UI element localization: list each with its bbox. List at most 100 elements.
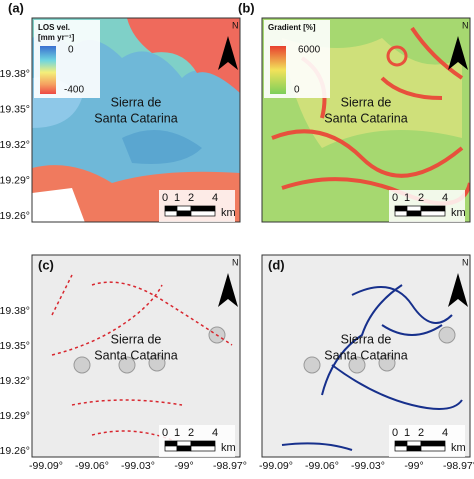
x-label: -98.97° [213,460,247,472]
scale-number: 4 [212,192,218,204]
legend-bottom: -400 [64,85,84,96]
crater [438,326,456,344]
scale-seg [164,445,178,452]
scale-seg [190,440,216,447]
place-name: Santa Catarina [94,111,177,125]
x-label: -99.09° [29,460,63,472]
scale-seg [164,440,178,447]
scale-number: 0 [162,192,168,204]
scale-number: 4 [442,427,448,439]
map-line [331,364,463,410]
place-name: Santa Catarina [324,111,407,125]
scale-seg [394,445,408,452]
map-line [380,76,443,100]
map-area [32,188,85,222]
scale-number: 0 [392,427,398,439]
scale-number: 4 [442,192,448,204]
scale-number: 1 [174,192,180,204]
scale-number: 2 [188,427,194,439]
map-line [321,284,403,396]
scale-number: 2 [188,192,194,204]
scale-number: 2 [418,192,424,204]
scale-seg [406,445,422,452]
scale-seg [164,205,178,212]
y-label: 19.32° [0,375,30,387]
map-line [410,26,464,80]
north-arrow [448,36,468,70]
panel-label: (d) [268,257,285,272]
y-label: 19.35° [0,103,30,115]
scale-seg [190,445,216,452]
crater [378,354,396,372]
map-line [71,399,183,406]
legend-top: 0 [68,45,74,56]
scale-number: 0 [392,192,398,204]
map-area [127,18,240,93]
y-label: 19.26° [0,210,30,222]
scale-seg [176,440,192,447]
scale-unit: km [221,207,236,219]
north-label: N [462,20,469,30]
scale-seg [394,205,408,212]
scale-seg [164,210,178,217]
panel-frame [261,254,471,458]
scale-seg [176,205,192,212]
y-label: 19.29° [0,410,30,422]
map-area [122,130,202,164]
map-ring [386,45,408,67]
panel-label: (b) [238,0,255,15]
scale-number: 4 [212,427,218,439]
y-label: 19.26° [0,445,30,457]
scale-seg [406,205,422,212]
x-label: -99° [404,460,423,472]
panel-label: (a) [8,0,24,15]
map-line [381,324,443,336]
legend-title: LOS vel. [38,23,70,32]
place-name: Sierra de [341,332,392,346]
scale-number: 1 [404,192,410,204]
scale-unit: km [221,442,236,454]
scale-number: 2 [418,427,424,439]
map-line [281,442,353,451]
scale-seg [420,205,446,212]
crater [348,356,366,374]
scale-seg [190,210,216,217]
scale-number: 0 [162,427,168,439]
map-bg [32,255,240,457]
crater [303,356,321,374]
x-label: -99.06° [305,460,339,472]
place-name: Sierra de [341,95,392,109]
y-label: 19.32° [0,139,30,151]
scale-seg [420,445,446,452]
scale-seg [394,440,408,447]
map-panel [262,255,470,457]
north-label: N [462,257,469,267]
scale-unit: km [451,207,466,219]
panel-frame [31,17,241,223]
legend-title: Gradient [%] [268,23,316,32]
scale-seg [190,205,216,212]
x-label: -98.97° [443,460,474,472]
scale-unit: km [451,442,466,454]
scale-seg [394,210,408,217]
crater [73,356,91,374]
scale-seg [406,440,422,447]
legend-top: 6000 [298,45,321,56]
y-label: 19.35° [0,340,30,352]
crater [118,356,136,374]
scale-seg [176,210,192,217]
place-name: Santa Catarina [324,348,407,362]
north-arrow [218,273,238,307]
x-label: -99.09° [259,460,293,472]
x-label: -99.03° [351,460,385,472]
y-label: 19.38° [0,305,30,317]
legend-bar [270,46,286,94]
legend-bottom: 0 [294,85,300,96]
scale-seg [176,445,192,452]
x-label: -99° [174,460,193,472]
y-label: 19.29° [0,174,30,186]
map-line [351,286,453,324]
y-label: 19.38° [0,68,30,80]
legend-bar [40,46,56,94]
